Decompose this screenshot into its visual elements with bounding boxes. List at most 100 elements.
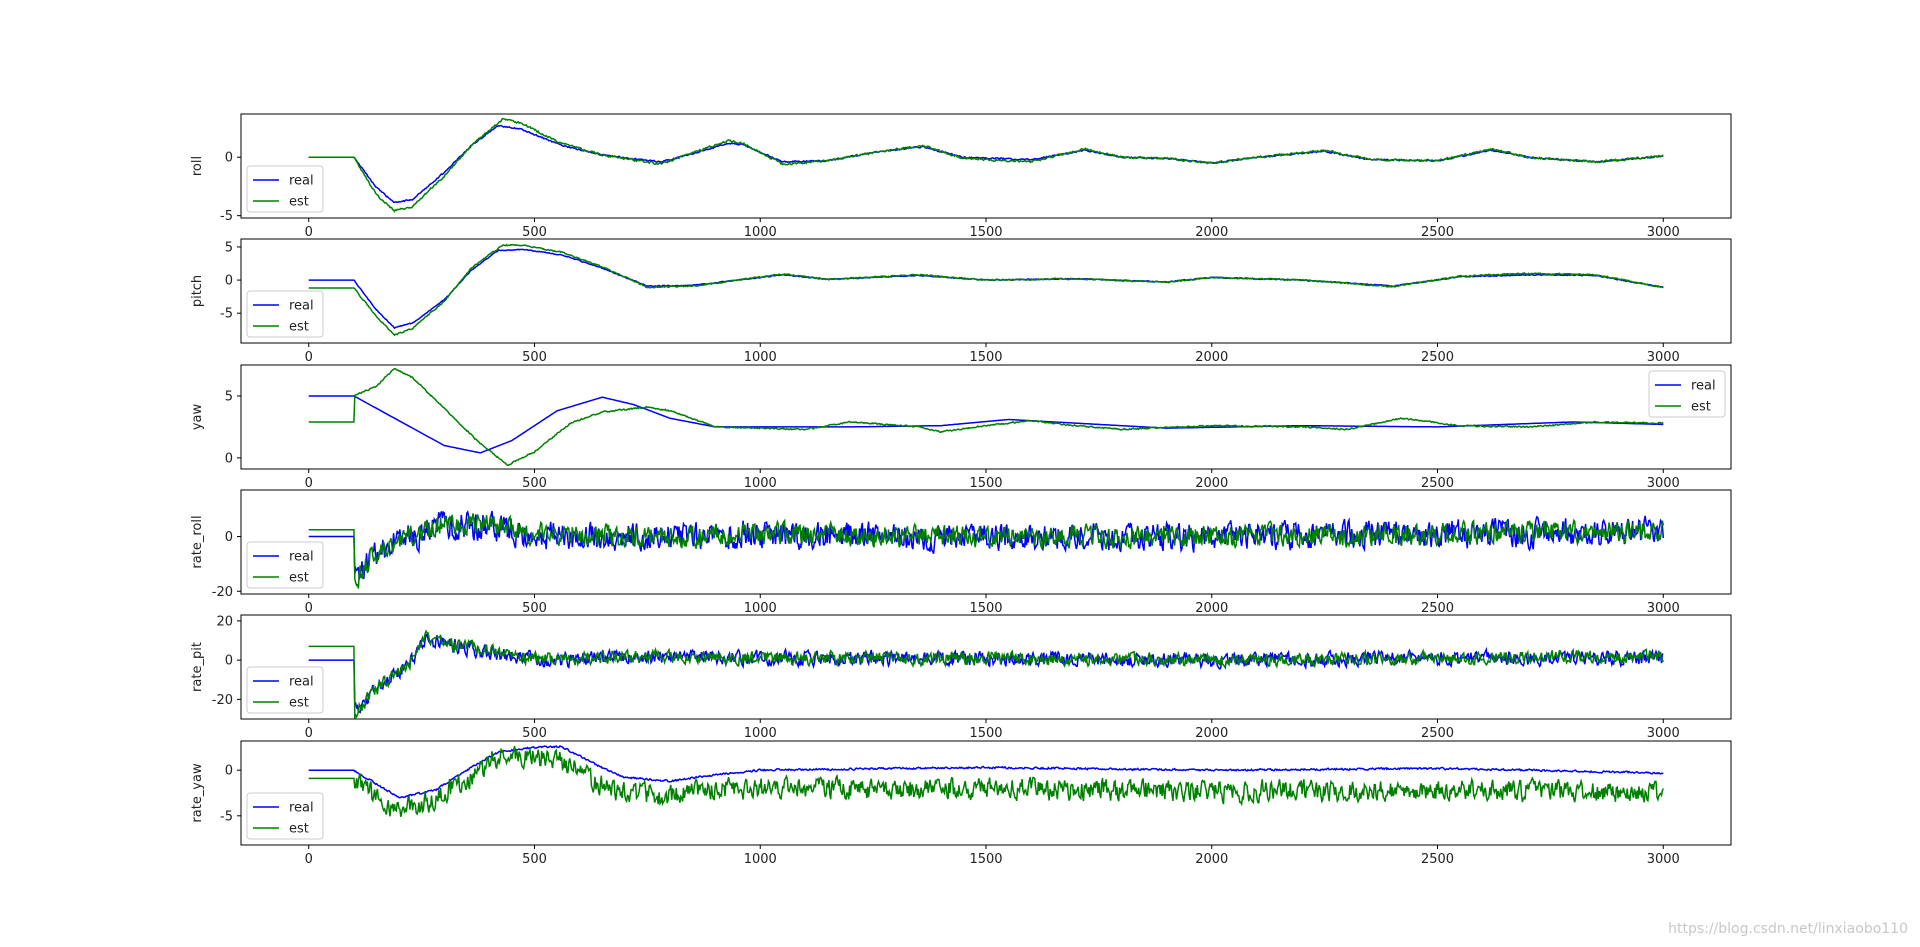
y-axis-label: yaw (190, 403, 205, 430)
legend-label-est: est (289, 195, 309, 210)
series-line-real (308, 124, 1664, 204)
x-tick-label: 1000 (744, 726, 777, 741)
x-tick-label: 2000 (1195, 476, 1228, 491)
legend-label-est: est (1691, 400, 1711, 415)
x-tick-label: 500 (522, 350, 547, 365)
legend-label-real: real (1691, 379, 1716, 394)
y-axis-label: pitch (190, 275, 205, 307)
y-tick-label: 0 (225, 654, 233, 669)
x-tick-label: 0 (305, 601, 313, 616)
x-tick-label: 1000 (744, 476, 777, 491)
legend-label-real: real (289, 675, 314, 690)
y-tick-label: -5 (220, 307, 233, 322)
x-tick-label: 1000 (744, 350, 777, 365)
y-tick-label: 0 (225, 451, 233, 466)
y-tick-label: 5 (225, 240, 233, 255)
series-line-est (308, 367, 1664, 466)
x-tick-label: 0 (305, 225, 313, 240)
legend: real est (1648, 370, 1726, 418)
x-tick-label: 2500 (1421, 601, 1454, 616)
series-line-est (308, 746, 1664, 817)
x-tick-label: 500 (522, 476, 547, 491)
legend-label-real: real (289, 299, 314, 314)
legend-label-real: real (289, 801, 314, 816)
series-line-est (308, 629, 1664, 719)
x-tick-label: 1500 (969, 225, 1002, 240)
y-tick-label: 5 (225, 389, 233, 404)
y-axis-label: roll (190, 156, 205, 176)
y-axis-label: rate_yaw (190, 763, 205, 823)
y-tick-label: -20 (212, 585, 233, 600)
series-line-real (308, 510, 1665, 580)
axes-frame (240, 113, 1732, 219)
x-tick-label: 0 (305, 350, 313, 365)
x-tick-label: 2500 (1421, 852, 1454, 867)
x-tick-label: 3000 (1647, 350, 1680, 365)
x-tick-label: 2500 (1421, 726, 1454, 741)
axes-frame (240, 238, 1732, 344)
series-line-est (308, 243, 1664, 337)
y-tick-label: -5 (220, 209, 233, 224)
legend-label-real: real (289, 174, 314, 189)
series-line-real (308, 248, 1664, 330)
x-tick-label: 3000 (1647, 476, 1680, 491)
legend-label-est: est (289, 696, 309, 711)
x-tick-label: 1000 (744, 225, 777, 240)
subplot-pitch: 0 500 1000 1500 2000 2500 3000 -5 0 5 pitch real est (190, 238, 1732, 365)
x-tick-label: 2500 (1421, 476, 1454, 491)
legend-label-est: est (289, 320, 309, 335)
watermark: https://blog.csdn.net/linxiaobo110 (1668, 921, 1908, 937)
x-tick-label: 1500 (969, 852, 1002, 867)
x-tick-label: 2000 (1195, 852, 1228, 867)
x-tick-label: 3000 (1647, 852, 1680, 867)
x-tick-label: 1500 (969, 726, 1002, 741)
x-tick-label: 2500 (1421, 350, 1454, 365)
x-tick-label: 0 (305, 476, 313, 491)
x-tick-label: 500 (522, 225, 547, 240)
legend-label-est: est (289, 822, 309, 837)
legend: real est (246, 541, 324, 589)
x-tick-label: 1500 (969, 601, 1002, 616)
x-tick-label: 2000 (1195, 726, 1228, 741)
x-tick-label: 500 (522, 852, 547, 867)
y-tick-label: -5 (220, 809, 233, 824)
legend-label-real: real (289, 550, 314, 565)
y-tick-label: 20 (216, 614, 233, 629)
x-tick-label: 1500 (969, 350, 1002, 365)
series-line-real (308, 633, 1664, 714)
legend: real est (246, 666, 324, 714)
series-line-real (308, 745, 1664, 799)
x-tick-label: 2000 (1195, 225, 1228, 240)
legend: real est (246, 290, 324, 338)
axes-frame (240, 364, 1732, 470)
y-tick-label: 0 (225, 530, 233, 545)
legend: real est (246, 792, 324, 840)
series-line-est (308, 513, 1665, 589)
subplot-rate_yaw: 0 500 1000 1500 2000 2500 3000 -5 0 rate_yaw real e… (190, 740, 1732, 867)
y-tick-label: 0 (225, 274, 233, 289)
y-tick-label: 0 (225, 151, 233, 166)
y-tick-label: 0 (225, 764, 233, 779)
series-line-real (308, 395, 1664, 454)
x-tick-label: 3000 (1647, 601, 1680, 616)
x-tick-label: 0 (305, 852, 313, 867)
x-tick-label: 500 (522, 601, 547, 616)
y-tick-label: -20 (212, 693, 233, 708)
subplot-yaw: 0 500 1000 1500 2000 2500 3000 0 5 yaw real est (190, 364, 1732, 491)
x-tick-label: 3000 (1647, 225, 1680, 240)
x-tick-label: 500 (522, 726, 547, 741)
series-line-est (308, 117, 1664, 213)
axes-frame (240, 614, 1732, 720)
x-tick-label: 2500 (1421, 225, 1454, 240)
x-tick-label: 1500 (969, 476, 1002, 491)
legend-label-est: est (289, 571, 309, 586)
x-tick-label: 2000 (1195, 350, 1228, 365)
x-tick-label: 1000 (744, 852, 777, 867)
subplot-roll: 0 500 1000 1500 2000 2500 3000 -5 0 roll real est (190, 113, 1732, 240)
x-tick-label: 0 (305, 726, 313, 741)
y-axis-label: rate_roll (190, 515, 205, 568)
y-axis-label: rate_pit (190, 642, 205, 692)
